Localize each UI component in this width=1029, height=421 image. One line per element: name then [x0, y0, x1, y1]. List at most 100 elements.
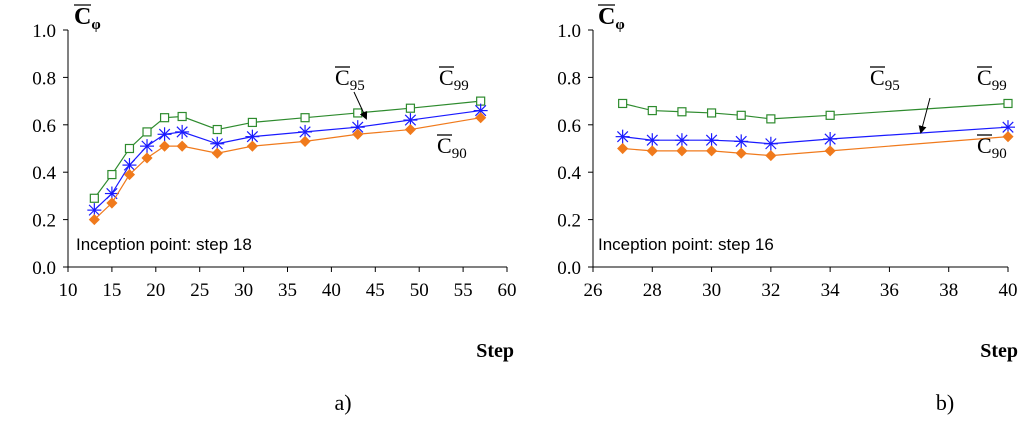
- data-point-asterisk-95-1: [645, 133, 660, 148]
- x-tick-label: 20: [146, 280, 165, 301]
- data-point-diamond-90-9: [352, 128, 364, 140]
- asterisk-stroke: [106, 187, 118, 200]
- inception-annotation: Inception point: step 18: [76, 235, 252, 254]
- series-label-95: C95: [870, 65, 900, 94]
- data-point-diamond-90-2: [123, 169, 136, 181]
- data-point-diamond-90-0: [617, 142, 629, 155]
- y-tick-label: 0.6: [557, 116, 581, 137]
- x-tick-label: 30: [234, 280, 253, 301]
- data-point-square-99-2: [677, 107, 687, 117]
- x-tick-label: 25: [190, 280, 209, 301]
- x-tick-label: 50: [410, 280, 429, 301]
- asterisk-stroke: [676, 134, 688, 146]
- data-point-square-99-6: [825, 110, 835, 120]
- panel-label: a): [334, 390, 351, 415]
- asterisk-stroke: [211, 138, 223, 150]
- series-label-90: C90: [437, 133, 467, 162]
- x-tick-label: 40: [999, 280, 1018, 301]
- chart-panel-b: 0.0 0.2 0.4 0.6 0.8 1.0 26 28 30 32 34 36 38 40 Cφ Step…: [557, 4, 1018, 415]
- asterisk-stroke: [246, 130, 259, 143]
- data-point-square-99-5: [766, 114, 776, 124]
- data-point-diamond-90-10: [404, 123, 416, 136]
- x-tick-label: 15: [102, 280, 121, 301]
- series-label-99: C99: [439, 65, 469, 94]
- data-point-square-99-9: [353, 108, 363, 118]
- x-tick-label: 45: [366, 280, 385, 301]
- data-point-diamond-90-2: [676, 145, 688, 157]
- data-point-square-99-10: [405, 103, 416, 113]
- asterisk-stroke: [158, 128, 171, 140]
- data-point-diamond-90-8: [299, 135, 311, 147]
- data-point-square-99-1: [107, 169, 117, 180]
- x-tick-label: 38: [939, 280, 958, 301]
- asterisk-stroke: [1002, 121, 1014, 133]
- y-tick-label: 0.2: [32, 211, 56, 232]
- data-point-square-99-0: [618, 98, 628, 109]
- x-tick-label: 26: [584, 280, 603, 301]
- asterisk-stroke: [474, 104, 487, 117]
- data-point-square-99-1: [647, 105, 657, 116]
- x-tick-label: 34: [821, 280, 841, 301]
- asterisk-stroke: [141, 140, 153, 152]
- data-point-square-99-2: [124, 143, 135, 154]
- y-tick-label: 1.0: [32, 21, 56, 42]
- y-tick-label: 0.0: [32, 258, 56, 279]
- panel-label: b): [936, 390, 954, 415]
- data-point-square-99-6: [212, 124, 222, 135]
- y-axis-label: Cφ: [74, 4, 101, 33]
- x-axis-label: Step: [980, 340, 1018, 362]
- data-point-square-99-5: [177, 111, 187, 122]
- series-label-90: C90: [977, 133, 1007, 162]
- x-tick-label: 10: [59, 280, 78, 301]
- data-point-diamond-90-3: [141, 152, 153, 164]
- data-point-diamond-90-6: [211, 147, 223, 159]
- series-line-95: [93, 109, 481, 211]
- data-point-square-99-3: [706, 108, 717, 118]
- data-point-asterisk-95-6: [823, 132, 838, 147]
- data-point-diamond-90-5: [765, 150, 777, 162]
- chart-panel-a: 0.0 0.2 0.4 0.6 0.8 1.0 10 15 20 25 30 35 40 45 50 55 60…: [32, 4, 516, 415]
- asterisk-stroke: [176, 126, 188, 138]
- data-point-diamond-90-5: [176, 140, 188, 152]
- series-line-99: [622, 102, 1009, 120]
- inception-annotation: Inception point: step 16: [598, 235, 774, 254]
- series-label-99: C99: [977, 65, 1007, 94]
- asterisk-stroke: [88, 204, 101, 216]
- x-tick-label: 32: [761, 280, 780, 301]
- data-point-square-99-4: [159, 113, 170, 123]
- y-tick-label: 1.0: [557, 21, 581, 42]
- y-tick-label: 0.8: [32, 68, 56, 89]
- y-tick-label: 0.0: [557, 258, 581, 279]
- data-point-asterisk-95-5: [175, 124, 190, 139]
- asterisk-stroke: [404, 114, 417, 126]
- y-tick-label: 0.4: [557, 163, 581, 184]
- x-tick-label: 40: [322, 280, 341, 301]
- x-axis-label: Step: [476, 340, 514, 362]
- data-point-asterisk-95-5: [763, 136, 778, 151]
- x-tick-label: 36: [880, 280, 899, 301]
- series-line-99: [93, 100, 481, 199]
- data-point-square-99-7: [1003, 98, 1013, 109]
- data-point-diamond-90-3: [706, 145, 718, 157]
- asterisk-stroke: [705, 134, 718, 146]
- data-point-diamond-90-7: [1002, 131, 1014, 143]
- y-tick-label: 0.6: [32, 116, 56, 137]
- data-point-asterisk-95-6: [210, 136, 225, 151]
- asterisk-stroke: [616, 130, 629, 143]
- asterisk-stroke: [735, 135, 747, 148]
- y-axis-label: Cφ: [598, 4, 625, 33]
- data-point-square-99-0: [89, 193, 99, 203]
- y-tick-label: 0.4: [32, 163, 56, 184]
- data-point-diamond-90-7: [246, 140, 258, 152]
- x-tick-label: 28: [643, 280, 662, 301]
- y-tick-label: 0.2: [557, 211, 581, 232]
- x-tick-label: 35: [278, 280, 297, 301]
- data-point-diamond-90-1: [106, 197, 118, 209]
- data-point-asterisk-95-0: [615, 129, 630, 144]
- data-point-diamond-90-11: [475, 112, 487, 124]
- data-point-square-99-3: [142, 127, 152, 137]
- series-label-95: C95: [335, 65, 365, 94]
- data-point-diamond-90-4: [735, 147, 747, 159]
- data-point-square-99-7: [247, 117, 257, 128]
- data-point-square-99-8: [300, 113, 310, 123]
